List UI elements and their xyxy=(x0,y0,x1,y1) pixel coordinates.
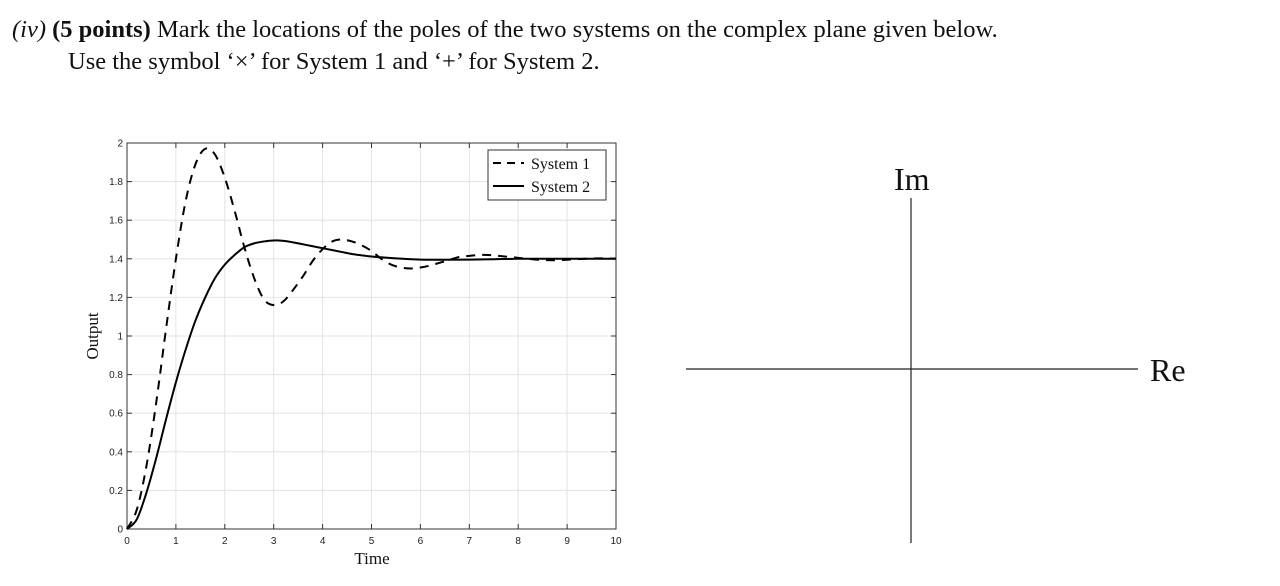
y-tick-label: 2 xyxy=(117,139,123,150)
x-tick-label: 1 xyxy=(173,536,179,547)
x-tick-label: 0 xyxy=(124,536,130,547)
y-tick-label: 1.4 xyxy=(109,254,123,265)
x-tick-label: 8 xyxy=(515,536,521,547)
x-tick-label: 10 xyxy=(610,536,622,547)
question-text: (iv) (5 points) Mark the locations of th… xyxy=(12,14,1262,78)
x-tick-label: 2 xyxy=(222,536,228,547)
x-tick-label: 6 xyxy=(418,536,424,547)
y-tick-label: 0 xyxy=(117,525,123,536)
series-line-system-2 xyxy=(126,239,616,530)
question-prompt: Mark the locations of the poles of the t… xyxy=(156,16,998,43)
complex-plane: Re Im xyxy=(686,161,1186,543)
legend-label-system-2: System 2 xyxy=(531,179,590,196)
imaginary-axis-label: Im xyxy=(894,161,930,197)
x-tick-label: 3 xyxy=(271,536,277,547)
y-tick-label: 0.8 xyxy=(109,370,123,381)
x-tick-label: 9 xyxy=(564,536,570,547)
chart-series xyxy=(126,147,617,530)
legend-box xyxy=(487,149,607,201)
x-axis-label: Time xyxy=(354,549,389,568)
y-tick-label: 1.2 xyxy=(109,293,123,304)
y-tick-label: 1.6 xyxy=(109,216,123,227)
y-tick-label: 1 xyxy=(117,332,123,343)
x-tick-label: 4 xyxy=(320,536,326,547)
x-tick-label: 5 xyxy=(369,536,375,547)
y-axis-label: Output xyxy=(83,312,102,360)
legend-label-system-1: System 1 xyxy=(531,156,590,173)
question-line-1: (iv) (5 points) Mark the locations of th… xyxy=(12,14,1262,46)
x-tick-label: 7 xyxy=(467,536,473,547)
y-tick-label: 0.2 xyxy=(109,486,123,497)
chart-ticks: 0 1 2 3 4 5 6 7 8 9 10 0 0.2 0.4 0.6 0.8 1 1.2 1.4 1.6 1.8 2 xyxy=(109,139,622,548)
question-line-2: Use the symbol ‘×’ for System 1 and ‘+’ … xyxy=(68,48,600,75)
real-axis-label: Re xyxy=(1150,352,1186,388)
y-tick-label: 0.4 xyxy=(109,447,123,458)
y-tick-label: 0.6 xyxy=(109,409,123,420)
question-points: (5 points) xyxy=(52,16,151,43)
chart-legend: System 1 System 2 xyxy=(487,149,607,201)
y-tick-label: 1.8 xyxy=(109,177,123,188)
chart-grid xyxy=(126,142,617,530)
question-number: (iv) xyxy=(12,16,46,43)
